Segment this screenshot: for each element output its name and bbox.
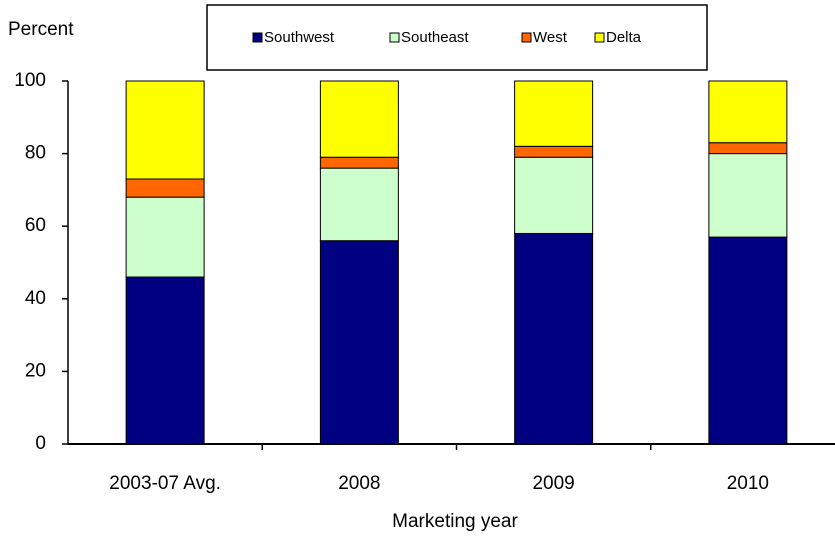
legend-label: West bbox=[533, 29, 568, 46]
legend-swatch bbox=[389, 32, 400, 43]
y-tick-label: 0 bbox=[35, 433, 46, 454]
x-axis-label: Marketing year bbox=[392, 511, 518, 532]
bar-segment bbox=[319, 167, 399, 242]
y-tick-label: 80 bbox=[25, 143, 46, 164]
y-tick-label: 100 bbox=[14, 70, 46, 91]
bar-segment bbox=[514, 80, 594, 147]
bar-segment bbox=[319, 156, 399, 169]
bar-segment bbox=[319, 240, 399, 445]
legend-box bbox=[206, 4, 708, 71]
y-tick-label: 60 bbox=[25, 215, 46, 236]
bar-segment bbox=[708, 236, 788, 445]
legend-label: Delta bbox=[606, 29, 642, 46]
x-tick-label: 2008 bbox=[338, 473, 380, 494]
legend-label: Southwest bbox=[264, 29, 335, 46]
bar-segment bbox=[125, 80, 205, 180]
x-tick-label: 2003-07 Avg. bbox=[109, 473, 221, 494]
legend-swatch bbox=[252, 32, 263, 43]
legend-swatch bbox=[521, 32, 532, 43]
bar-segment bbox=[125, 276, 205, 445]
legend-swatch bbox=[594, 32, 605, 43]
bar-segment bbox=[125, 196, 205, 278]
bar-segment bbox=[319, 80, 399, 158]
bar-segment bbox=[514, 156, 594, 234]
bar-segment bbox=[708, 80, 788, 144]
bar-segment bbox=[514, 145, 594, 158]
x-tick-label: 2009 bbox=[532, 473, 574, 494]
bar-segment bbox=[708, 153, 788, 238]
y-tick-label: 40 bbox=[25, 288, 46, 309]
bar-segment bbox=[125, 178, 205, 198]
y-tick-label: 20 bbox=[25, 360, 46, 381]
x-tick-label: 2010 bbox=[727, 473, 769, 494]
bar-segment bbox=[708, 142, 788, 155]
y-axis-label: Percent bbox=[8, 19, 74, 40]
bar-segment bbox=[514, 232, 594, 445]
legend-label: Southeast bbox=[401, 29, 469, 46]
